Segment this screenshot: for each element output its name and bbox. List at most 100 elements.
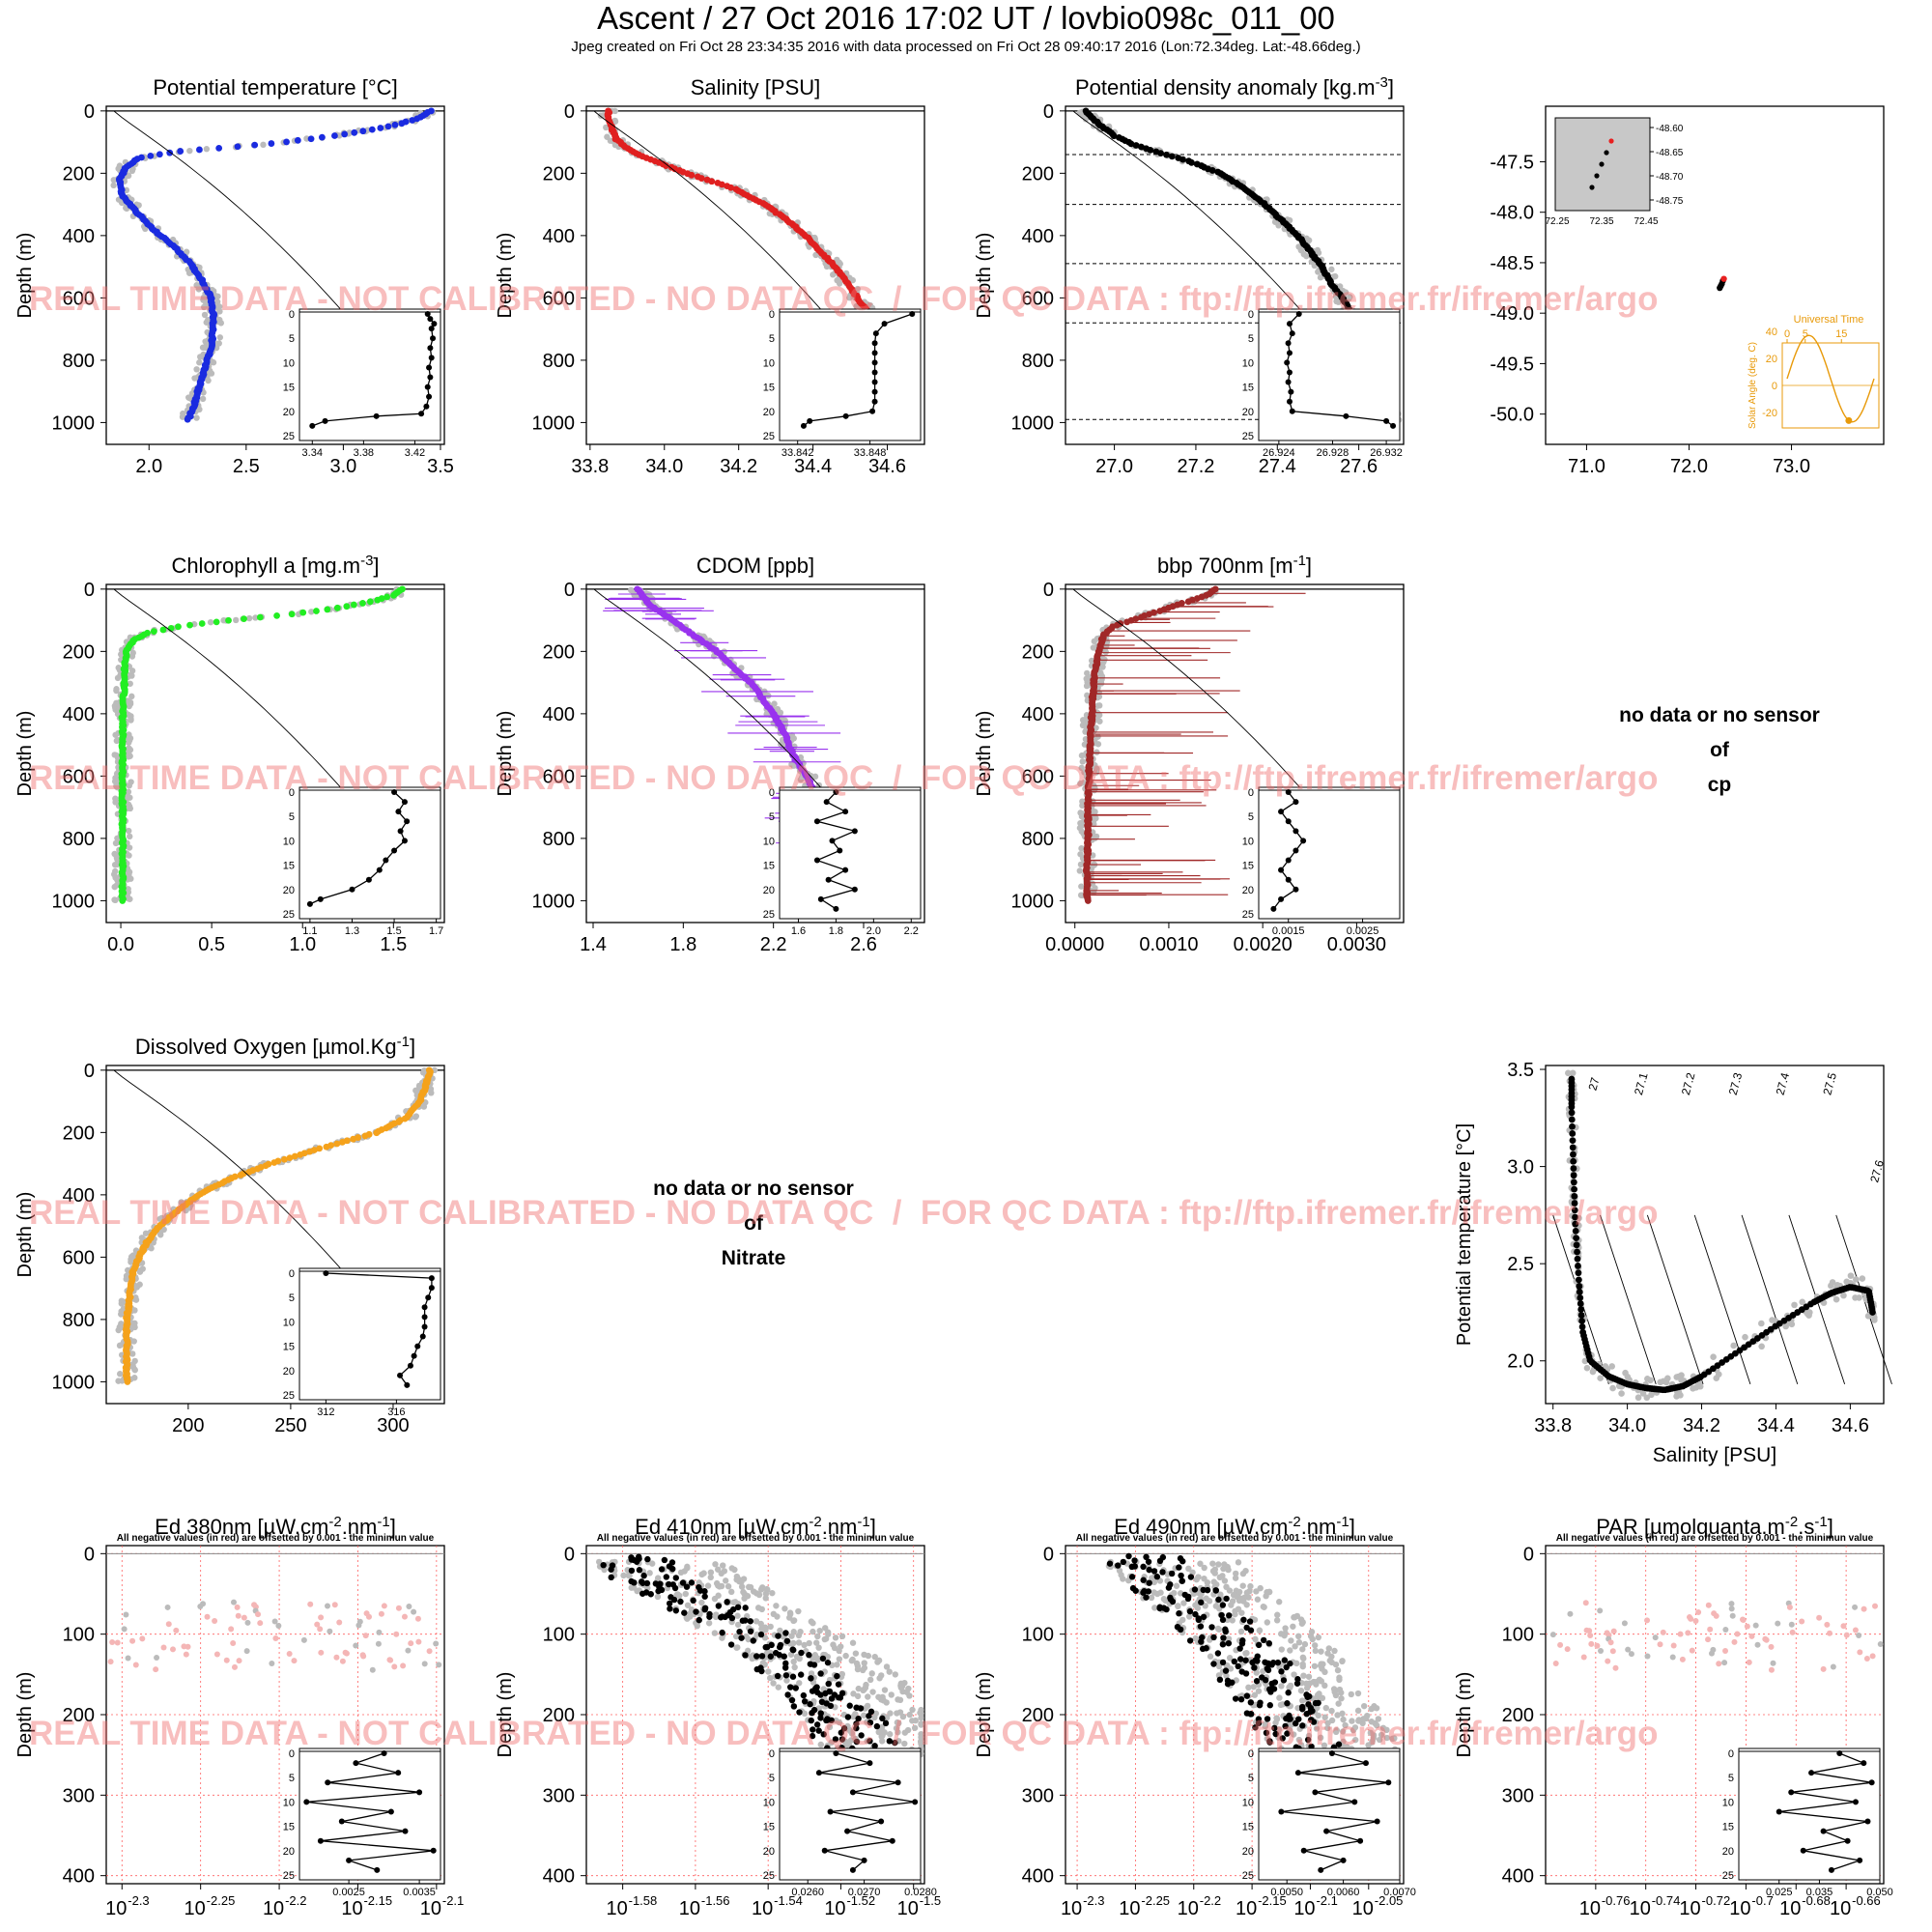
- sal-xtick-label: 34.6: [868, 456, 906, 477]
- chl-history-point: [111, 870, 118, 878]
- ed410-point: [728, 1614, 736, 1622]
- oxy-point: [350, 1135, 357, 1143]
- ts-point: [1574, 1248, 1580, 1256]
- ed410-history-point: [838, 1643, 844, 1650]
- sun-inset-title: Universal Time: [1794, 314, 1864, 326]
- ed410-point: [812, 1685, 819, 1692]
- sal-inset-ytick-label: 15: [763, 383, 775, 394]
- bbp-inset-point: [1293, 799, 1299, 806]
- sun-inset-xtick-label: 5: [1803, 328, 1808, 340]
- sun-inset-ytick-label: 20: [1766, 354, 1777, 365]
- ed380-negative-point: [154, 1654, 160, 1661]
- bbp-ylabel: Depth (m): [974, 711, 995, 797]
- ed410-history-point: [720, 1562, 726, 1569]
- ts-isopycnal-label: 27.1: [1632, 1071, 1651, 1096]
- temp-data: [106, 107, 444, 423]
- dens-inset-point: [1295, 311, 1302, 318]
- temp-ytick-label: 200: [63, 163, 95, 185]
- temp-inset-ytick-label: 0: [289, 309, 295, 321]
- sun-inset-ytick-label: -20: [1762, 408, 1777, 419]
- ed380-negative-point: [109, 1638, 116, 1645]
- ts-history-point: [1833, 1295, 1840, 1303]
- temp-title: Potential temperature [°C]: [153, 75, 397, 99]
- bbp-inset-point: [1278, 895, 1285, 902]
- ed410-history-point: [740, 1588, 747, 1596]
- chl-history-point: [114, 876, 121, 884]
- ed410-point: [807, 1661, 814, 1667]
- ed410-history-point: [677, 1569, 685, 1577]
- ed380-negative-point: [314, 1621, 321, 1628]
- temp-history-point: [180, 412, 186, 420]
- ed410-history-point: [883, 1714, 891, 1721]
- ed410-xtick-label: 10: [824, 1898, 845, 1919]
- dens-history-point: [1082, 116, 1090, 123]
- ed410-history-point: [790, 1658, 797, 1665]
- ed380-inset-xtick-label: 0.0035: [403, 1887, 436, 1898]
- ed410-point: [688, 1579, 696, 1586]
- ed410-history-point: [904, 1726, 912, 1734]
- ts-axes: 33.8 34.0 34.2 34.4 34.62.02.53.03.5Potentia…: [1454, 1060, 1885, 1466]
- bbp-history-point: [1076, 867, 1084, 874]
- cdom-xtick-label: 1.4: [580, 934, 607, 955]
- ed380-inset-point: [395, 1770, 402, 1776]
- oxy-point: [323, 1143, 330, 1151]
- chl-point: [366, 598, 374, 606]
- chl-history-point: [129, 649, 136, 657]
- oxy-xtick-label: 300: [377, 1415, 409, 1436]
- dens-inset-ytick-label: 25: [1242, 431, 1254, 442]
- bbp-history-point: [1089, 657, 1095, 665]
- ed410-history-point: [821, 1635, 828, 1643]
- bbp-history-point: [1078, 883, 1085, 890]
- ed410-xtick-exp: -1.58: [629, 1893, 658, 1908]
- cdom-history-point: [788, 732, 796, 739]
- ed410-history-point: [815, 1644, 822, 1651]
- oxy-inset-point: [421, 1323, 428, 1330]
- ed410-history-point: [683, 1614, 690, 1621]
- temp-history-point: [200, 303, 208, 311]
- ts-point: [1570, 1151, 1577, 1158]
- ed410-point: [820, 1731, 827, 1738]
- ed410-point: [789, 1646, 796, 1653]
- temp-history-point: [208, 370, 215, 377]
- ed410-history-point: [715, 1592, 722, 1599]
- ed380-negative-point: [307, 1601, 314, 1607]
- ed410-point: [782, 1672, 790, 1679]
- ts-isopycnal-label: 27.3: [1726, 1071, 1746, 1096]
- sal-title: Salinity [PSU]: [691, 75, 821, 99]
- bbp-title: bbp 700nm [m-1]: [1157, 553, 1312, 579]
- ed410-history-point: [887, 1731, 894, 1738]
- ts-xtick-label: 34.0: [1608, 1415, 1646, 1436]
- cdom-inset-ytick-label: 10: [763, 836, 775, 847]
- ed380-negative-point: [356, 1618, 363, 1625]
- ed410-history-point: [801, 1641, 808, 1649]
- bbp-point: [1123, 618, 1131, 626]
- bbp-inset-ytick-label: 20: [1242, 885, 1254, 896]
- chl-inset-ytick-label: 15: [283, 861, 295, 872]
- ts-isopycnal-27.4: [1741, 1214, 1799, 1385]
- ed410-history-point: [909, 1718, 916, 1724]
- ed380-note: All negative values (in red) are offsett…: [117, 1533, 435, 1544]
- ed380-inset-point: [346, 1857, 353, 1863]
- chl-title: Chlorophyll a [mg.m-3]: [171, 553, 379, 579]
- ed410-history-point: [796, 1655, 803, 1662]
- oxy-point: [291, 1152, 298, 1160]
- ed410-point: [774, 1672, 781, 1680]
- ed380-negative-point: [236, 1658, 242, 1664]
- ed380-negative-point: [327, 1628, 333, 1634]
- sal-ytick-label: 800: [543, 351, 575, 372]
- chl-inset-point: [395, 809, 402, 815]
- oxy-inset-frame: [298, 1267, 441, 1401]
- chl-inset-point: [404, 818, 411, 825]
- ts-history-point: [1643, 1394, 1651, 1402]
- ts-isopycnal-label: 27.2: [1679, 1071, 1698, 1096]
- bbp-history-point: [1078, 828, 1085, 835]
- ts-ytick-label: 3.0: [1507, 1157, 1534, 1179]
- chl-history-point: [233, 616, 240, 624]
- temp-inset-ytick-label: 20: [283, 407, 295, 418]
- chl-history-point: [308, 609, 315, 615]
- temp-inset-xtick-label: 3.42: [405, 447, 425, 459]
- cdom-inset-ytick-label: 5: [769, 811, 775, 823]
- ts-history-point: [1758, 1320, 1765, 1327]
- ed380-negative-point: [275, 1622, 282, 1629]
- temp-ytick-label: 0: [84, 101, 95, 123]
